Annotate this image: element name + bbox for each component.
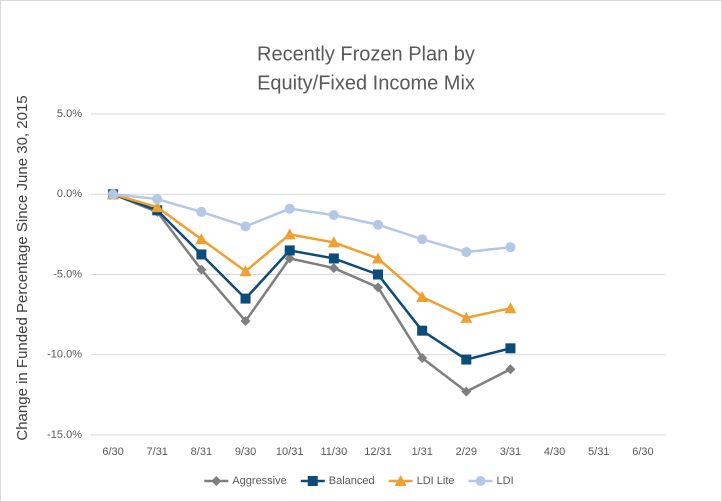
marker	[151, 201, 164, 213]
marker	[152, 194, 163, 205]
marker	[211, 476, 222, 486]
marker	[475, 476, 486, 486]
marker	[240, 293, 251, 304]
x-tick-label: 12/31	[364, 446, 392, 458]
marker	[239, 265, 252, 277]
x-tick-label: 6/30	[102, 446, 123, 458]
marker	[284, 253, 295, 264]
x-tick-label: 9/30	[235, 446, 256, 458]
marker	[284, 203, 295, 214]
legend-label: Balanced	[329, 475, 375, 487]
x-tick-label: 11/30	[320, 446, 347, 458]
marker	[505, 343, 516, 354]
x-tick-label: 4/30	[544, 446, 565, 458]
series-line	[112, 193, 511, 361]
x-tick-label: 7/31	[147, 446, 168, 458]
marker	[108, 189, 119, 200]
marker	[461, 247, 472, 258]
marker	[283, 228, 296, 240]
marker	[327, 236, 340, 248]
marker	[196, 249, 207, 260]
series-line	[112, 193, 511, 254]
marker	[505, 242, 516, 253]
x-tick-label: 2/29	[456, 446, 477, 458]
marker	[328, 253, 339, 264]
marker	[417, 234, 428, 245]
y-tick-label: -15.0%	[47, 429, 82, 441]
y-tick-label: 0.0%	[57, 188, 82, 200]
marker	[196, 206, 207, 217]
marker	[373, 269, 383, 280]
marker	[505, 364, 516, 375]
legend-label: Aggressive	[232, 475, 286, 487]
x-tick-label: 6/30	[632, 446, 653, 458]
marker	[372, 252, 384, 264]
marker	[373, 219, 383, 230]
marker	[460, 311, 473, 323]
marker	[195, 233, 208, 245]
marker	[328, 263, 339, 274]
series-line	[112, 193, 511, 320]
legend-label: LDI	[497, 475, 514, 487]
chart-title: Equity/Fixed Income Mix	[257, 72, 475, 94]
y-axis-label: Change in Funded Percentage Since June 3…	[14, 95, 31, 440]
legend-label: LDI Lite	[417, 475, 455, 487]
marker	[196, 264, 207, 275]
marker	[461, 354, 472, 365]
marker	[417, 325, 428, 336]
marker	[461, 386, 472, 397]
marker	[307, 476, 318, 486]
marker	[240, 221, 251, 232]
marker	[504, 302, 517, 314]
x-tick-label: 3/31	[500, 446, 521, 458]
chart-title: Recently Frozen Plan by	[257, 43, 475, 65]
y-tick-label: 5.0%	[57, 108, 82, 120]
y-tick-label: -10.0%	[47, 349, 82, 361]
x-tick-label: 1/31	[411, 446, 432, 458]
x-tick-label: 5/31	[588, 446, 609, 458]
marker	[416, 290, 429, 302]
marker	[373, 282, 383, 293]
marker	[417, 352, 428, 363]
x-tick-label: 10/31	[276, 446, 304, 458]
marker	[394, 475, 407, 486]
x-tick-label: 8/31	[191, 446, 212, 458]
y-tick-label: -5.0%	[53, 268, 82, 280]
marker	[284, 245, 295, 256]
marker	[240, 316, 251, 327]
marker	[328, 210, 339, 221]
series-line	[112, 193, 512, 394]
